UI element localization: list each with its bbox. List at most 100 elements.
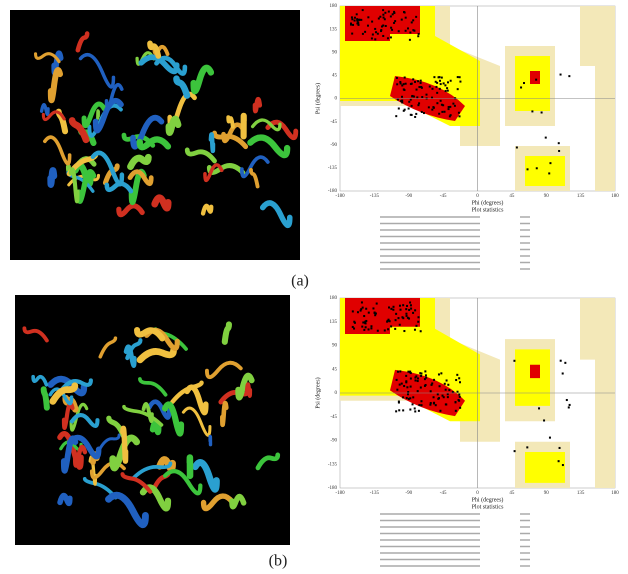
residue [353,320,356,323]
residue [392,308,395,311]
residue [459,80,462,83]
residue [361,306,364,309]
residue [447,383,450,386]
residue [366,24,369,27]
residue [431,96,434,99]
y-tick-label: -90 [330,143,337,148]
residue [392,305,395,308]
ribbon [33,52,61,64]
ribbon [244,382,253,398]
ribbon [49,382,79,405]
ribbon [78,53,116,89]
residue [406,393,409,396]
residue [401,84,404,87]
ribbon [203,163,224,183]
ribbon [151,194,172,212]
residue [544,136,547,139]
residue [376,32,379,35]
residue [436,81,439,84]
residue [458,399,461,402]
residue [364,30,367,33]
residue [535,78,538,81]
x-tick-label: 45 [509,491,515,496]
residue [438,79,441,82]
residue [412,95,415,98]
x-tick-label: 180 [611,194,619,199]
ribbon [265,119,299,141]
residue [414,376,417,379]
ribbon [221,321,232,345]
residue [395,312,398,315]
ribbon [104,181,134,194]
residue [394,327,397,330]
residue [420,110,423,113]
residue [402,304,405,307]
residue [351,18,354,21]
residue [415,15,418,18]
residue [455,378,458,382]
residue [439,99,442,102]
residue [399,308,402,311]
residue [387,10,390,13]
x-tick-label: 180 [611,491,619,496]
ribbon [75,31,90,53]
residue [375,302,378,305]
ribbon [247,134,291,159]
residue [417,316,420,319]
residue [513,359,516,362]
residue [446,396,449,399]
ribbon [127,153,152,171]
residue [388,320,391,323]
residue [419,386,422,389]
residue [367,16,370,19]
ribbon [147,40,162,59]
residue [436,102,439,105]
residue [365,319,368,322]
x-tick-label: 135 [577,491,585,496]
ribbon [130,114,165,150]
residue [449,105,452,108]
ribbon [162,469,203,496]
residue [548,172,551,175]
residue [356,19,359,22]
residue [458,377,461,380]
ribbon [120,472,153,494]
residue [409,397,412,400]
residue [374,312,377,315]
residue [414,309,417,312]
residue [400,100,403,103]
residue [523,82,526,85]
residue [383,329,386,332]
residue [372,307,375,310]
residue [431,87,434,90]
x-tick-label: -135 [370,491,380,496]
residue [403,76,406,79]
residue [402,396,405,399]
residue [561,372,564,375]
residue [383,18,386,21]
ribbon [252,96,263,114]
residue [425,93,428,96]
residue [379,15,382,18]
residue [364,326,367,329]
residue [442,396,445,399]
residue [448,115,451,118]
residue [446,393,449,396]
residue [414,410,417,413]
residue [394,319,397,322]
residue [360,18,363,21]
y-tick-label: 180 [330,296,338,301]
residue [458,393,461,396]
residue [448,389,451,392]
residue [459,381,462,384]
residue [417,35,420,38]
residue [412,29,415,32]
residue [382,34,385,37]
residue [408,317,411,320]
residue [405,396,408,400]
x-tick-label: -90 [405,491,412,496]
residue [393,21,396,24]
residue [413,407,416,410]
residue [384,24,387,27]
y-tick-label: 90 [332,50,338,55]
